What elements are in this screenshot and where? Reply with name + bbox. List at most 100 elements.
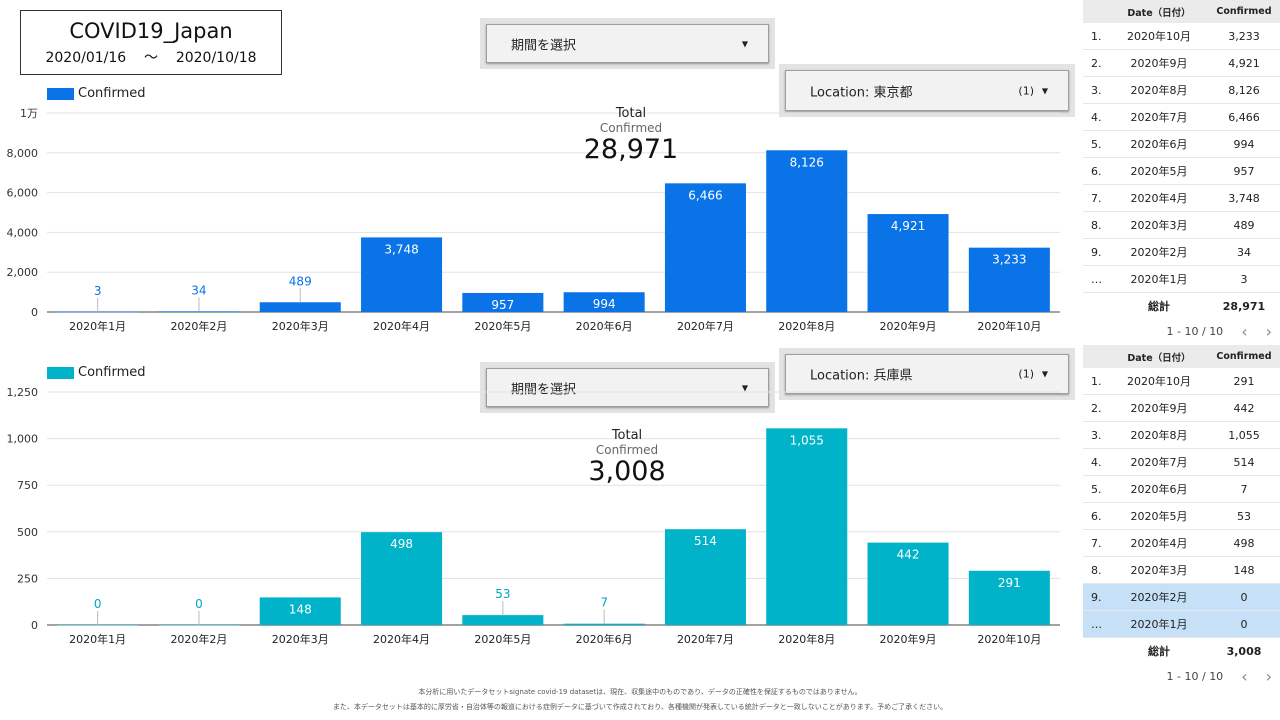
col-confirmed-header[interactable]: Confirmed <box>1216 6 1272 17</box>
bar <box>766 428 848 625</box>
kpi-label-total-2: Total <box>611 428 643 443</box>
row-number: 6. <box>1091 509 1102 523</box>
col-confirmed-header[interactable]: Confirmed <box>1216 351 1272 362</box>
col-date-header[interactable]: Date（日付） <box>1127 352 1191 364</box>
row-confirmed: 3,748 <box>1228 191 1260 205</box>
row-number: 6. <box>1091 164 1102 178</box>
table-row[interactable]: 9. 2020年2月 0 <box>1083 584 1280 611</box>
bar <box>664 183 746 312</box>
row-date: 2020年3月 <box>1130 564 1188 577</box>
bar <box>462 292 544 312</box>
table-row[interactable]: … 2020年1月 3 <box>1083 266 1280 293</box>
x-tick-label: 2020年10月 <box>977 319 1041 333</box>
row-number: 3. <box>1091 428 1102 442</box>
period-label-2: 期間を選択 <box>511 382 577 397</box>
x-tick-label: 2020年7月 <box>677 632 734 646</box>
x-tick-label: 2020年6月 <box>576 632 633 646</box>
prev-page-icon[interactable]: ‹ <box>1241 666 1248 686</box>
table-header: Date（日付） Confirmed <box>1083 0 1280 23</box>
period-label-1: 期間を選択 <box>511 38 577 53</box>
data-table-hyogo: Date（日付） Confirmed 1. 2020年10月 291 2. 2020年9… <box>1083 345 1280 688</box>
table-row[interactable]: 4. 2020年7月 514 <box>1083 449 1280 476</box>
table-row[interactable]: 3. 2020年8月 8,126 <box>1083 77 1280 104</box>
location-dropdown-2[interactable]: Location: 兵庫県 (1) ▼ <box>785 354 1069 394</box>
y-tick-label: 500 <box>17 526 38 539</box>
x-tick-label: 2020年8月 <box>778 632 835 646</box>
x-tick-label: 2020年2月 <box>170 632 227 646</box>
period-selector-2[interactable]: 期間を選択 ▼ <box>480 362 775 413</box>
x-tick-label: 2020年6月 <box>576 319 633 333</box>
data-label: 4,921 <box>891 219 925 233</box>
row-confirmed: 994 <box>1233 137 1255 151</box>
total-value: 3,008 <box>1226 644 1262 658</box>
table-total-row: 総計 3,008 <box>1083 638 1280 664</box>
prev-page-icon[interactable]: ‹ <box>1241 321 1248 341</box>
data-label: 7 <box>600 596 608 610</box>
period-selector-1[interactable]: 期間を選択 ▼ <box>480 18 775 69</box>
y-tick-label: 6,000 <box>7 187 39 200</box>
period-dropdown-1[interactable]: 期間を選択 ▼ <box>486 24 769 63</box>
data-label: 148 <box>289 602 312 616</box>
table-rows: 1. 2020年10月 3,233 2. 2020年9月 4,921 3. 2020年8月 8,… <box>1083 23 1280 293</box>
table-row[interactable]: 5. 2020年6月 7 <box>1083 476 1280 503</box>
table-row[interactable]: 8. 2020年3月 489 <box>1083 212 1280 239</box>
row-confirmed: 53 <box>1237 509 1251 523</box>
table-row[interactable]: 7. 2020年4月 498 <box>1083 530 1280 557</box>
data-table-tokyo: Date（日付） Confirmed 1. 2020年10月 3,233 2. 2020… <box>1083 0 1280 343</box>
table-row[interactable]: 2. 2020年9月 4,921 <box>1083 50 1280 77</box>
report-date-range: 2020/01/16 〜 2020/10/18 <box>21 47 281 67</box>
kpi-total-2: Total Confirmed 3,008 <box>557 428 697 487</box>
row-confirmed: 291 <box>1233 374 1255 388</box>
row-confirmed: 498 <box>1233 536 1255 550</box>
row-confirmed: 8,126 <box>1228 83 1260 97</box>
row-date: 2020年8月 <box>1130 84 1188 97</box>
x-tick-label: 2020年4月 <box>373 319 430 333</box>
table-row[interactable]: 6. 2020年5月 957 <box>1083 158 1280 185</box>
table-row[interactable]: 8. 2020年3月 148 <box>1083 557 1280 584</box>
next-page-icon[interactable]: › <box>1265 321 1272 341</box>
location-count-1: (1) <box>1018 84 1034 97</box>
col-date-header[interactable]: Date（日付） <box>1127 7 1191 19</box>
x-tick-label: 2020年9月 <box>880 319 937 333</box>
kpi-label-confirmed-2: Confirmed <box>595 443 659 457</box>
table-row[interactable]: 3. 2020年8月 1,055 <box>1083 422 1280 449</box>
legend-swatch-2 <box>47 366 74 379</box>
x-tick-label: 2020年4月 <box>373 632 430 646</box>
x-tick-label: 2020年2月 <box>170 319 227 333</box>
y-tick-label: 2,000 <box>7 266 39 279</box>
table-row[interactable]: 2. 2020年9月 442 <box>1083 395 1280 422</box>
y-tick-label: 1,000 <box>7 433 39 446</box>
row-confirmed: 3,233 <box>1228 29 1260 43</box>
next-page-icon[interactable]: › <box>1265 666 1272 686</box>
table-row[interactable]: … 2020年1月 0 <box>1083 611 1280 638</box>
table-row[interactable]: 6. 2020年5月 53 <box>1083 503 1280 530</box>
legend-label-2: Confirmed <box>78 365 146 380</box>
period-dropdown-2[interactable]: 期間を選択 ▼ <box>486 368 769 407</box>
row-number: 7. <box>1091 191 1102 205</box>
bar <box>867 214 949 312</box>
row-confirmed: 489 <box>1233 218 1255 232</box>
location-filter-2[interactable]: Location: 兵庫県 (1) ▼ <box>779 348 1075 400</box>
row-number: … <box>1091 617 1102 631</box>
report-title: COVID19_Japan <box>69 19 233 43</box>
row-number: 5. <box>1091 482 1102 496</box>
x-tick-label: 2020年3月 <box>272 319 329 333</box>
table-row[interactable]: 4. 2020年7月 6,466 <box>1083 104 1280 131</box>
row-confirmed: 7 <box>1240 482 1248 496</box>
location-dropdown-1[interactable]: Location: 東京都 (1) ▼ <box>785 70 1069 111</box>
table-total-row: 総計 28,971 <box>1083 293 1280 319</box>
x-tick-label: 2020年5月 <box>474 632 531 646</box>
row-confirmed: 3 <box>1240 272 1248 286</box>
row-date: 2020年4月 <box>1130 192 1188 205</box>
table-row[interactable]: 1. 2020年10月 3,233 <box>1083 23 1280 50</box>
location-filter-1[interactable]: Location: 東京都 (1) ▼ <box>779 64 1075 117</box>
table-row[interactable]: 5. 2020年6月 994 <box>1083 131 1280 158</box>
bar <box>563 623 645 625</box>
table-row[interactable]: 7. 2020年4月 3,748 <box>1083 185 1280 212</box>
row-confirmed: 957 <box>1233 164 1255 178</box>
table-row[interactable]: 1. 2020年10月 291 <box>1083 368 1280 395</box>
total-label: 総計 <box>1148 645 1170 658</box>
row-number: 7. <box>1091 536 1102 550</box>
table-row[interactable]: 9. 2020年2月 34 <box>1083 239 1280 266</box>
row-date: 2020年1月 <box>1130 273 1188 286</box>
